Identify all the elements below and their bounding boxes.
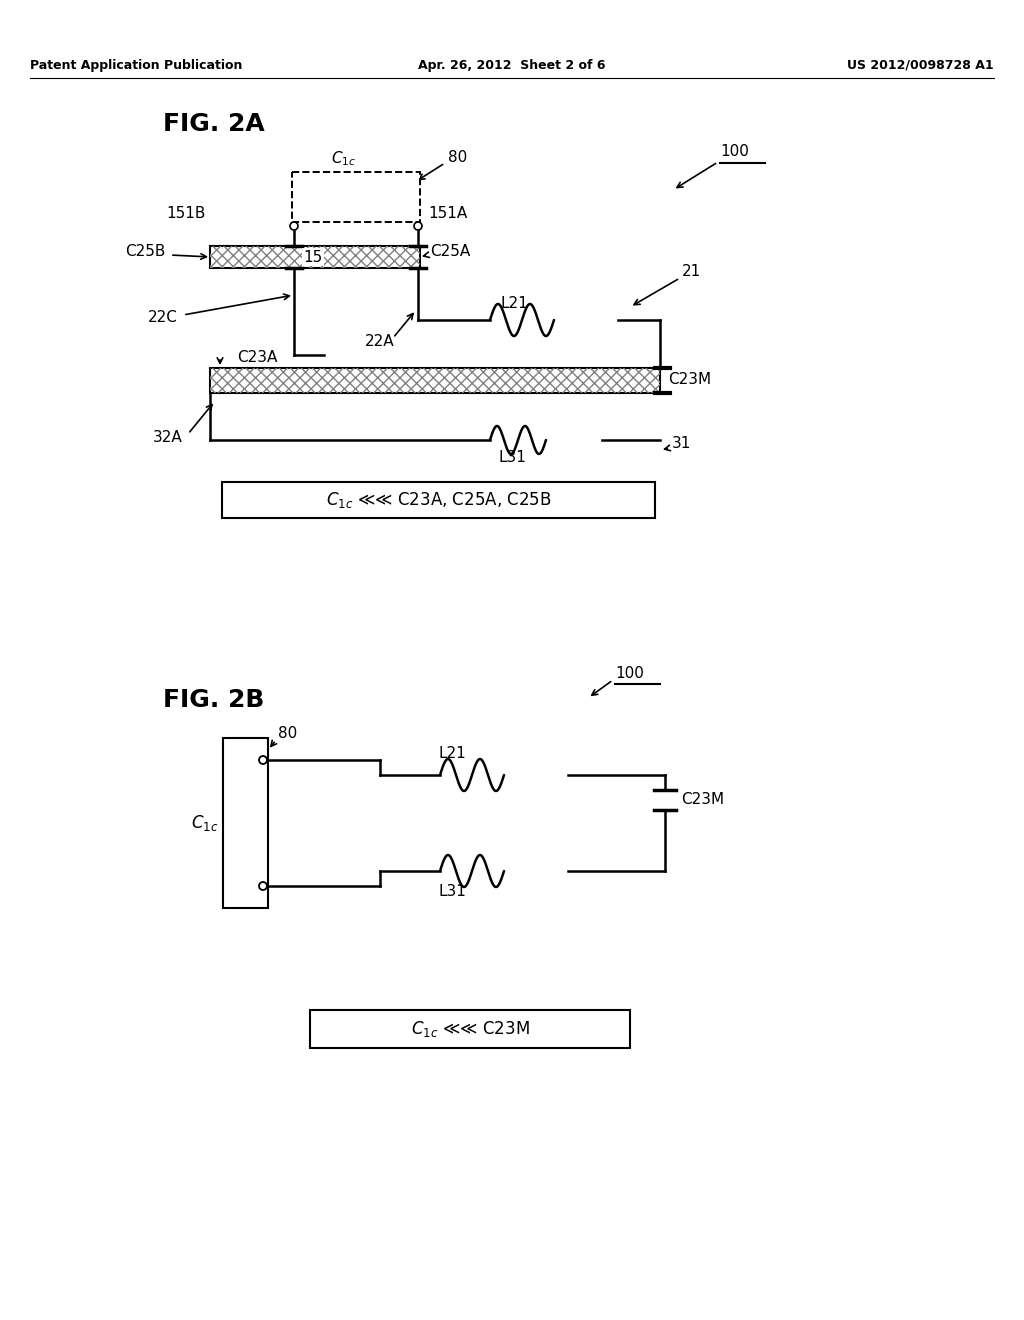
Text: $C_{1c}$: $C_{1c}$ (190, 813, 218, 833)
Bar (210, 368, 660, 393)
Text: C23M: C23M (681, 792, 724, 808)
Text: 21: 21 (682, 264, 701, 280)
Text: L31: L31 (438, 883, 466, 899)
Bar (210, 246, 420, 268)
Text: 22C: 22C (148, 310, 178, 326)
Text: 22A: 22A (366, 334, 395, 350)
Text: L21: L21 (438, 746, 466, 760)
Bar (310, 1010, 630, 1048)
Text: Apr. 26, 2012  Sheet 2 of 6: Apr. 26, 2012 Sheet 2 of 6 (418, 58, 606, 71)
Text: C25B: C25B (125, 244, 165, 260)
Circle shape (259, 882, 267, 890)
Text: 32A: 32A (154, 430, 183, 446)
Text: C23A: C23A (237, 351, 278, 366)
Bar (223, 738, 268, 908)
Bar (210, 368, 660, 393)
Text: 80: 80 (449, 150, 467, 165)
Text: FIG. 2B: FIG. 2B (163, 688, 264, 711)
Text: 151B: 151B (167, 206, 206, 220)
Bar (210, 246, 420, 268)
Text: FIG. 2A: FIG. 2A (163, 112, 265, 136)
Text: L31: L31 (498, 450, 526, 465)
Text: L21: L21 (500, 296, 527, 310)
Text: $C_{1c}$: $C_{1c}$ (332, 149, 356, 168)
Bar (292, 172, 420, 222)
Text: 151A: 151A (428, 206, 467, 220)
Text: C23M: C23M (668, 372, 711, 388)
Text: $C_{1c}$ ≪≪ C23M: $C_{1c}$ ≪≪ C23M (411, 1019, 529, 1039)
Text: C25A: C25A (430, 244, 470, 260)
Circle shape (259, 756, 267, 764)
Circle shape (414, 222, 422, 230)
Text: US 2012/0098728 A1: US 2012/0098728 A1 (848, 58, 994, 71)
Bar (222, 482, 655, 517)
Text: 31: 31 (672, 437, 691, 451)
Text: 80: 80 (278, 726, 297, 741)
Text: 100: 100 (615, 665, 644, 681)
Text: $C_{1c}$ ≪≪ C23A, C25A, C25B: $C_{1c}$ ≪≪ C23A, C25A, C25B (326, 490, 551, 510)
Text: 15: 15 (303, 249, 323, 264)
Text: 100: 100 (720, 144, 749, 160)
Text: Patent Application Publication: Patent Application Publication (30, 58, 243, 71)
Circle shape (290, 222, 298, 230)
